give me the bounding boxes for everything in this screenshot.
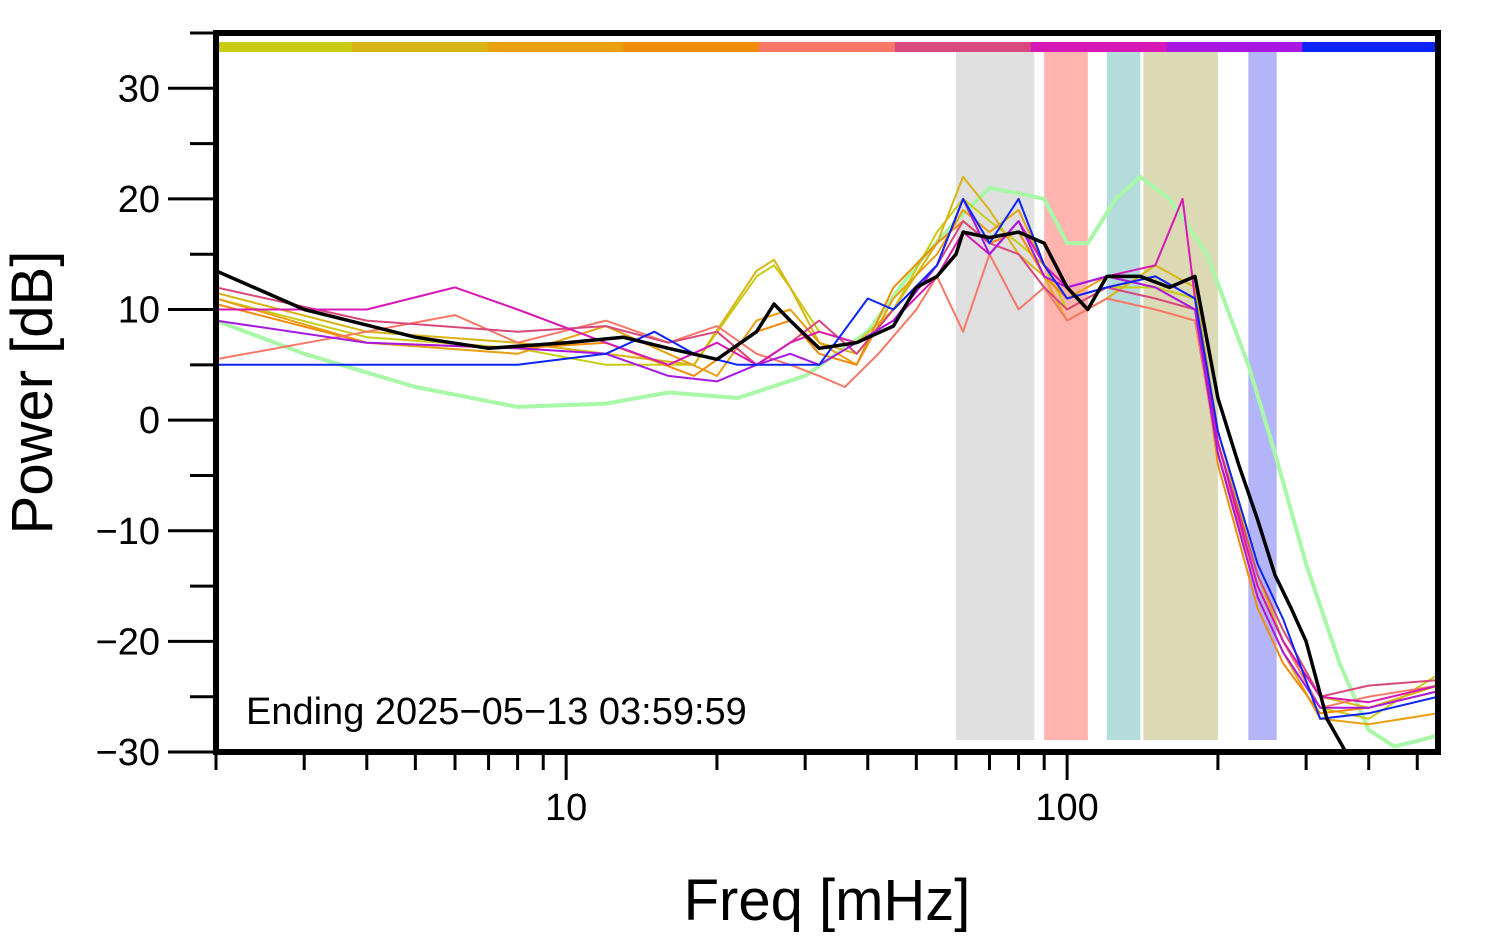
y-tick-label: 20 xyxy=(118,179,160,221)
y-tick-label: −30 xyxy=(96,732,160,774)
shaded-bands xyxy=(955,52,1277,740)
color-strip-segment-6 xyxy=(894,42,1032,52)
series-line-6 xyxy=(216,253,1438,709)
y-tick-label: −20 xyxy=(96,621,160,663)
y-tick-label: 10 xyxy=(118,290,160,332)
ending-timestamp-annotation: Ending 2025−05−13 03:59:59 xyxy=(246,691,747,733)
y-tick-label: 0 xyxy=(139,400,160,442)
axes: −30 −20 −10 0 10 20 30 10 100 xyxy=(96,31,1419,829)
color-strip-segment-1 xyxy=(216,42,353,52)
color-strip-segment-7 xyxy=(1030,42,1167,52)
color-strip-segment-8 xyxy=(1166,42,1303,52)
x-tick-label: 100 xyxy=(1035,787,1098,829)
y-axis-title: Power [dB] xyxy=(0,251,65,535)
series-line-1 xyxy=(216,174,1438,749)
shaded-band-3 xyxy=(1106,52,1141,740)
series-line-9 xyxy=(216,197,1438,709)
series-line-10 xyxy=(216,197,1438,720)
color-strip-segment-3 xyxy=(487,42,624,52)
shaded-band-4 xyxy=(1143,52,1218,740)
top-color-strip xyxy=(216,42,1439,52)
series-line-7 xyxy=(216,220,1438,698)
shaded-band-2 xyxy=(1044,52,1088,740)
y-tick-label: −10 xyxy=(96,511,160,553)
shaded-band-1 xyxy=(955,52,1035,740)
series-line-8 xyxy=(216,197,1438,704)
y-tick-label: 30 xyxy=(118,68,160,110)
plot-frame xyxy=(213,30,1441,755)
x-axis-title: Freq [mHz] xyxy=(684,868,971,933)
series-lines xyxy=(216,174,1438,752)
color-strip-segment-2 xyxy=(351,42,489,52)
color-strip-segment-5 xyxy=(759,42,896,52)
color-strip-segment-9 xyxy=(1302,42,1439,52)
color-strip-segment-4 xyxy=(623,42,760,52)
shaded-band-5 xyxy=(1248,52,1277,740)
x-tick-label: 10 xyxy=(545,787,587,829)
series-line-11 xyxy=(216,230,1348,752)
